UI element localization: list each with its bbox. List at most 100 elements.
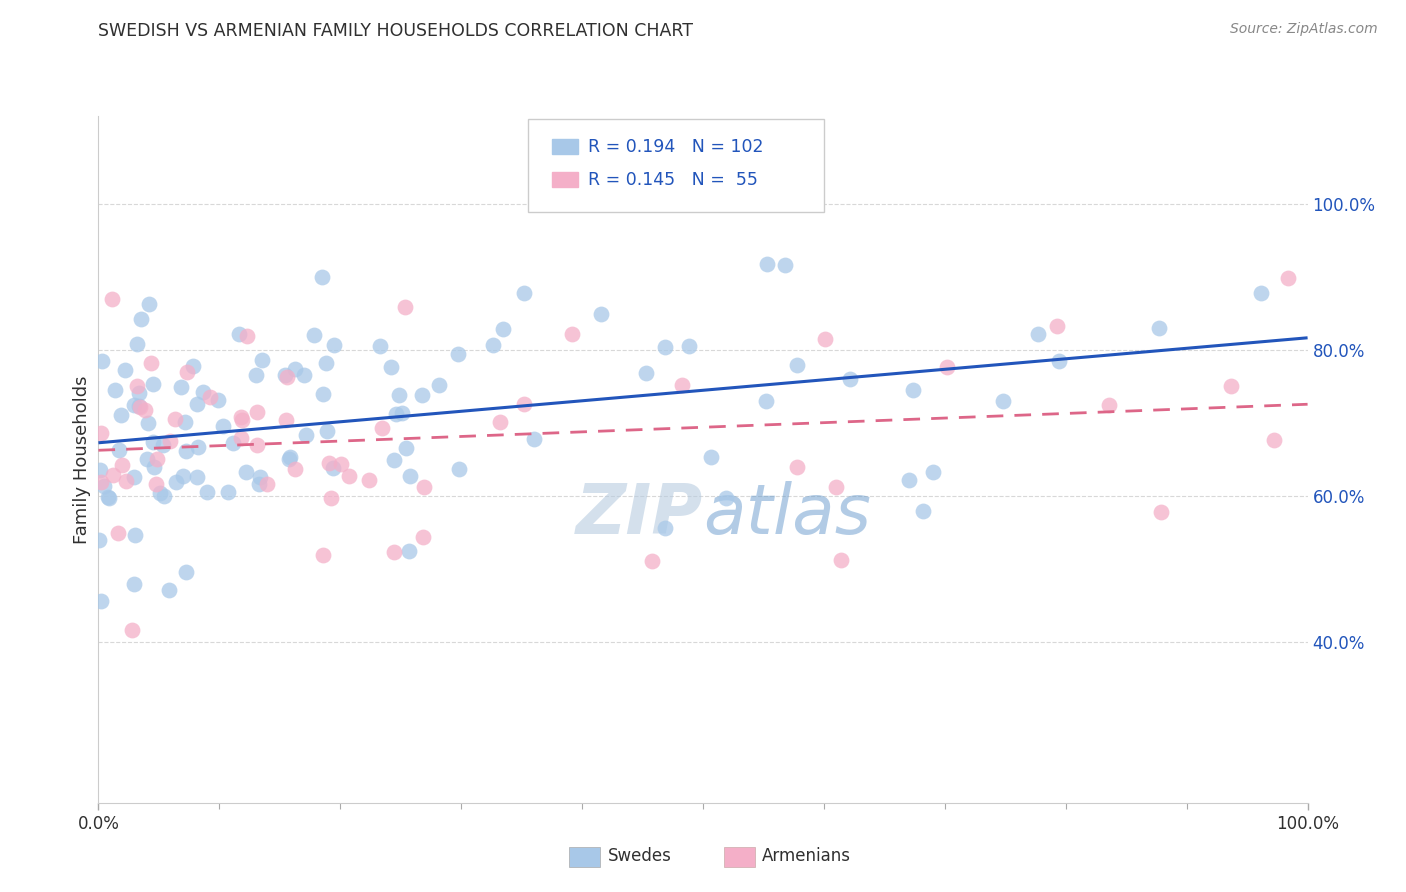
Point: [1046, 319, 1069, 334]
Point: [912, 504, 935, 518]
Point: [991, 394, 1014, 409]
Point: [427, 378, 450, 392]
Point: [838, 372, 860, 386]
Point: [174, 443, 197, 458]
Point: [222, 436, 245, 450]
Point: [217, 485, 239, 500]
Point: [101, 467, 124, 482]
Point: [380, 360, 402, 375]
Point: [671, 378, 693, 392]
Point: [110, 409, 132, 423]
Point: [125, 337, 148, 351]
Point: [122, 577, 145, 591]
Text: Swedes: Swedes: [607, 847, 671, 865]
Point: [276, 413, 298, 427]
Point: [312, 387, 335, 401]
Text: R = 0.145   N =  55: R = 0.145 N = 55: [588, 171, 758, 189]
Point: [489, 415, 512, 429]
Point: [330, 457, 353, 471]
Point: [90, 475, 112, 489]
Point: [236, 329, 259, 343]
Point: [186, 469, 208, 483]
Point: [107, 442, 129, 457]
Point: [284, 462, 307, 476]
Point: [357, 473, 380, 487]
Point: [830, 553, 852, 567]
Point: [187, 440, 209, 454]
Point: [98, 491, 121, 506]
Point: [411, 388, 433, 402]
Point: [321, 491, 343, 505]
Point: [128, 385, 150, 400]
Point: [395, 442, 418, 456]
Point: [413, 480, 436, 494]
FancyBboxPatch shape: [553, 139, 578, 154]
Point: [398, 544, 420, 558]
Point: [124, 528, 146, 542]
Point: [1263, 434, 1285, 448]
Point: [394, 301, 416, 315]
Point: [195, 484, 218, 499]
Point: [654, 521, 676, 535]
Point: [101, 293, 124, 307]
Point: [773, 258, 796, 272]
Point: [513, 285, 536, 300]
Point: [384, 407, 406, 421]
Point: [121, 624, 143, 638]
Point: [449, 462, 471, 476]
Point: [138, 297, 160, 311]
Point: [229, 431, 252, 445]
Point: [153, 489, 176, 503]
Point: [191, 385, 214, 400]
Point: [388, 387, 411, 401]
Point: [176, 365, 198, 379]
Point: [825, 480, 848, 494]
Point: [212, 418, 235, 433]
Point: [398, 468, 420, 483]
Point: [142, 434, 165, 449]
Point: [316, 424, 339, 438]
Point: [181, 359, 204, 374]
Point: [1047, 354, 1070, 368]
Text: SWEDISH VS ARMENIAN FAMILY HOUSEHOLDS CORRELATION CHART: SWEDISH VS ARMENIAN FAMILY HOUSEHOLDS CO…: [98, 22, 693, 40]
Point: [678, 339, 700, 353]
Point: [315, 356, 337, 370]
Point: [90, 593, 112, 607]
Point: [654, 340, 676, 354]
Point: [492, 322, 515, 336]
Point: [125, 378, 148, 392]
Point: [278, 450, 301, 464]
Point: [174, 416, 197, 430]
Point: [1147, 321, 1170, 335]
Point: [295, 428, 318, 442]
Point: [371, 421, 394, 435]
Point: [1026, 326, 1049, 341]
Point: [312, 548, 335, 562]
Point: [1150, 505, 1173, 519]
Point: [159, 434, 181, 448]
Point: [1277, 271, 1299, 285]
Point: [786, 358, 808, 372]
Point: [165, 412, 187, 426]
Point: [523, 432, 546, 446]
Point: [207, 392, 229, 407]
FancyBboxPatch shape: [527, 120, 824, 212]
Text: ZIP: ZIP: [575, 481, 703, 548]
Point: [1250, 286, 1272, 301]
Point: [249, 470, 271, 484]
Point: [700, 450, 723, 464]
Point: [129, 400, 152, 414]
Text: R = 0.194   N = 102: R = 0.194 N = 102: [588, 138, 763, 156]
Point: [146, 452, 169, 467]
FancyBboxPatch shape: [553, 172, 578, 187]
Text: Armenians: Armenians: [762, 847, 851, 865]
Point: [231, 413, 253, 427]
Point: [128, 399, 150, 413]
Point: [129, 312, 152, 326]
Point: [756, 257, 779, 271]
Point: [90, 354, 112, 368]
Y-axis label: Family Households: Family Households: [73, 376, 91, 543]
Point: [142, 377, 165, 392]
Point: [897, 473, 920, 487]
Point: [122, 398, 145, 412]
